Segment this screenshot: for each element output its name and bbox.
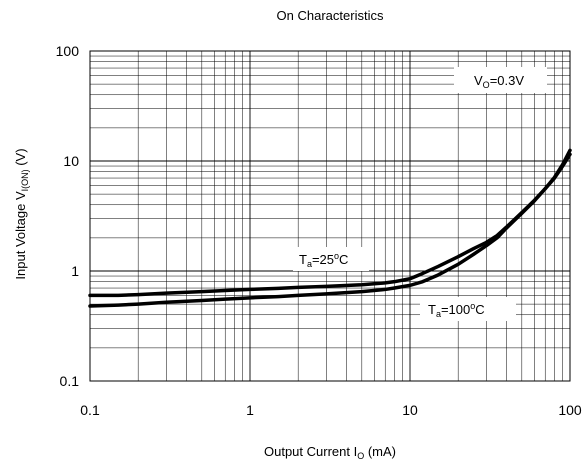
x-axis-label-unit: (mA) xyxy=(364,444,396,459)
series-group xyxy=(88,148,572,308)
vo-annotation-main: V xyxy=(474,73,483,88)
series-line-ta100 xyxy=(88,148,572,308)
plot-frame xyxy=(89,50,571,382)
x-axis-label: Output Current IO (mA) xyxy=(264,444,396,461)
x-tick-label: 10 xyxy=(402,402,418,418)
y-tick-label: 0.1 xyxy=(60,373,80,389)
y-axis-label-unit: (V) xyxy=(13,148,28,169)
series-line-ta25 xyxy=(88,152,572,298)
y-tick-label: 10 xyxy=(63,153,79,169)
vo-annotation-rest: =0.3V xyxy=(490,73,525,88)
ta25-annotation: Ta=25oC xyxy=(299,251,348,269)
tick-labels: 0.1 1 10 100 0.1 1 10 100 xyxy=(56,43,582,418)
x-axis-label-main: Output Current I xyxy=(264,444,357,459)
y-axis-label-sub: I(ON) xyxy=(20,169,30,191)
ta100-annotation-sub: a xyxy=(436,309,441,319)
ta100-annotation-box xyxy=(420,297,516,321)
y-axis-label-main: Input Voltage V xyxy=(13,191,28,280)
ta100-annotation-sup: o xyxy=(470,301,475,311)
vo-annotation-sub: O xyxy=(483,80,490,90)
ta100-annotation: Ta=100oC xyxy=(428,301,485,319)
y-tick-label: 1 xyxy=(71,263,79,279)
vo-annotation-box xyxy=(454,67,547,93)
chart-title: On Characteristics xyxy=(277,8,384,23)
x-axis-label-sub: O xyxy=(357,451,364,461)
ta25-annotation-tail: C xyxy=(339,252,348,267)
y-axis-label: Input Voltage VI(ON) (V) xyxy=(13,148,30,279)
ta100-annotation-tail: C xyxy=(475,302,484,317)
x-tick-label: 1 xyxy=(246,402,254,418)
ta100-annotation-main: T xyxy=(428,302,436,317)
ta25-annotation-sub: a xyxy=(307,259,312,269)
vo-annotation: VO=0.3V xyxy=(474,73,524,90)
grid xyxy=(89,51,570,382)
x-tick-label: 100 xyxy=(558,402,582,418)
ta25-annotation-rest: =25 xyxy=(312,252,334,267)
ta100-annotation-rest: =100 xyxy=(441,302,470,317)
ta25-annotation-sup: o xyxy=(334,251,339,261)
x-tick-label: 0.1 xyxy=(80,402,100,418)
y-tick-label: 100 xyxy=(56,43,80,59)
ta25-annotation-box xyxy=(293,247,369,271)
ta25-annotation-main: T xyxy=(299,252,307,267)
